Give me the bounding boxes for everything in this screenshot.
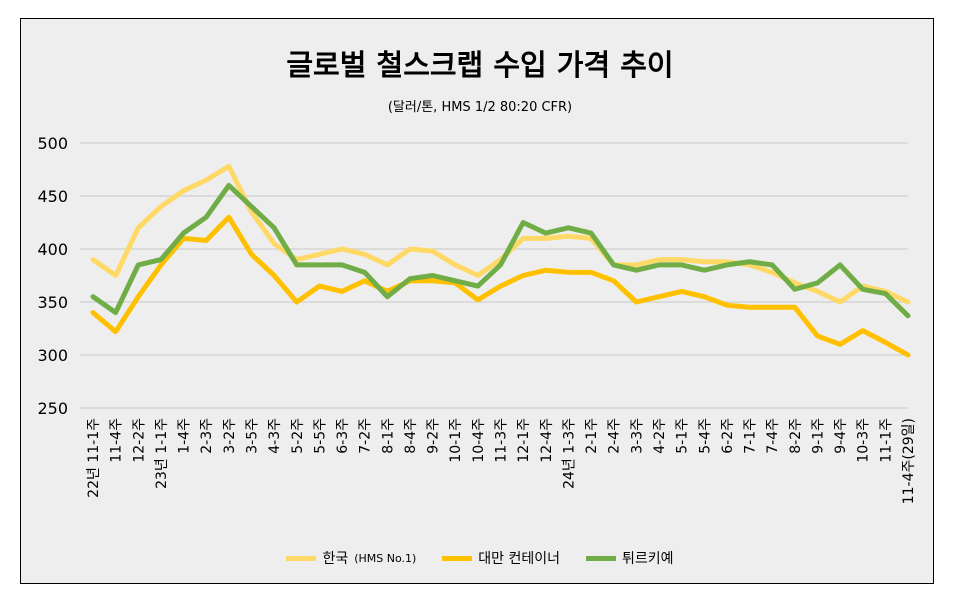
x-tick-label: 3-3주 — [629, 418, 645, 454]
x-tick-label: 11-4주(29일) — [901, 418, 917, 504]
x-tick-label: 7-1주 — [743, 418, 759, 454]
x-tick-label: 8-2주 — [788, 418, 804, 454]
y-tick-label: 450 — [37, 187, 68, 206]
legend-item-taiwan: 대만 컨테이너 — [442, 548, 560, 568]
x-tick-label: 9-2주 — [426, 418, 442, 454]
x-tick-label: 24년 1-3주 — [561, 418, 577, 489]
x-tick-label: 6-3주 — [335, 418, 351, 454]
x-tick-label: 7-4주 — [765, 418, 781, 454]
x-tick-label: 5-1주 — [675, 418, 691, 454]
legend-label: 튀르키예 — [622, 551, 674, 567]
legend-label: 대만 컨테이너 — [478, 551, 561, 567]
x-tick-label: 7-2주 — [358, 418, 374, 454]
x-tick-label: 10-1주 — [448, 418, 464, 463]
legend-swatch — [442, 555, 473, 561]
chart-title: 글로벌 철스크랩 수입 가격 추이 — [286, 48, 674, 82]
x-tick-label: 12-4주 — [539, 418, 555, 463]
x-tick-label: 10-3주 — [856, 418, 872, 463]
y-tick-label: 350 — [37, 293, 68, 312]
x-tick-label: 4-2주 — [652, 418, 668, 454]
x-tick-label: 23년 1-1주 — [154, 418, 170, 489]
legend: 한국 (HMS No.1) 대만 컨테이너 튀르키예 — [0, 548, 960, 568]
y-tick-label: 500 — [37, 134, 68, 153]
x-tick-label: 3-5주 — [244, 418, 260, 454]
x-tick-label: 12-1주 — [516, 418, 532, 463]
x-tick-label: 1-4주 — [177, 418, 193, 454]
legend-label-suffix: (HMS No.1) — [354, 551, 417, 565]
x-tick-label: 6-2주 — [720, 418, 736, 454]
legend-item-turkiye: 튀르키예 — [586, 548, 674, 568]
x-tick-label: 22년 11-1주 — [86, 418, 102, 498]
x-tick-label: 11-3주 — [494, 418, 510, 463]
y-tick-label: 400 — [37, 240, 68, 259]
x-tick-label: 5-2주 — [290, 418, 306, 454]
x-tick-label: 9-4주 — [833, 418, 849, 454]
x-tick-label: 4-3주 — [267, 418, 283, 454]
x-tick-label: 5-5주 — [312, 418, 328, 454]
x-tick-label: 3-2주 — [222, 418, 238, 454]
x-tick-label: 11-1주 — [878, 418, 894, 463]
x-tick-label: 2-1주 — [584, 418, 600, 454]
x-tick-label: 2-4주 — [607, 418, 623, 454]
legend-label: 한국 — [322, 551, 349, 567]
series-line-2 — [90, 182, 911, 319]
x-tick-label: 10-4주 — [471, 418, 487, 463]
x-tick-label: 8-1주 — [380, 418, 396, 454]
x-tick-label: 8-4주 — [403, 418, 419, 454]
x-tick-label: 5-4주 — [697, 418, 713, 454]
x-tick-label: 12-2주 — [131, 418, 147, 463]
y-tick-label: 250 — [37, 399, 68, 418]
x-tick-label: 9-1주 — [810, 418, 826, 454]
x-tick-label: 2-3주 — [199, 418, 215, 454]
legend-swatch — [586, 555, 617, 561]
legend-item-korea: 한국 (HMS No.1) — [286, 548, 416, 568]
legend-swatch — [286, 555, 317, 561]
chart-subtitle: (달러/톤, HMS 1/2 80:20 CFR) — [387, 100, 573, 115]
x-tick-label: 11-4주 — [109, 418, 125, 463]
y-tick-label: 300 — [37, 346, 68, 365]
